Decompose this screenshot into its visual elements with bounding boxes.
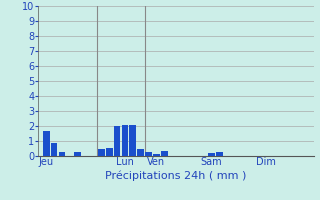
Bar [59, 152, 65, 156]
Bar [208, 153, 215, 156]
Bar [129, 125, 136, 156]
X-axis label: Précipitations 24h ( mm ): Précipitations 24h ( mm ) [105, 170, 247, 181]
Bar [114, 126, 120, 156]
Bar [74, 152, 81, 156]
Bar [98, 149, 105, 156]
Bar [161, 151, 168, 156]
Bar [43, 131, 50, 156]
Bar [122, 125, 128, 156]
Bar [51, 142, 58, 156]
Bar [153, 154, 160, 156]
Bar [106, 148, 113, 156]
Bar [137, 148, 144, 156]
Bar [145, 152, 152, 156]
Bar [216, 152, 223, 156]
